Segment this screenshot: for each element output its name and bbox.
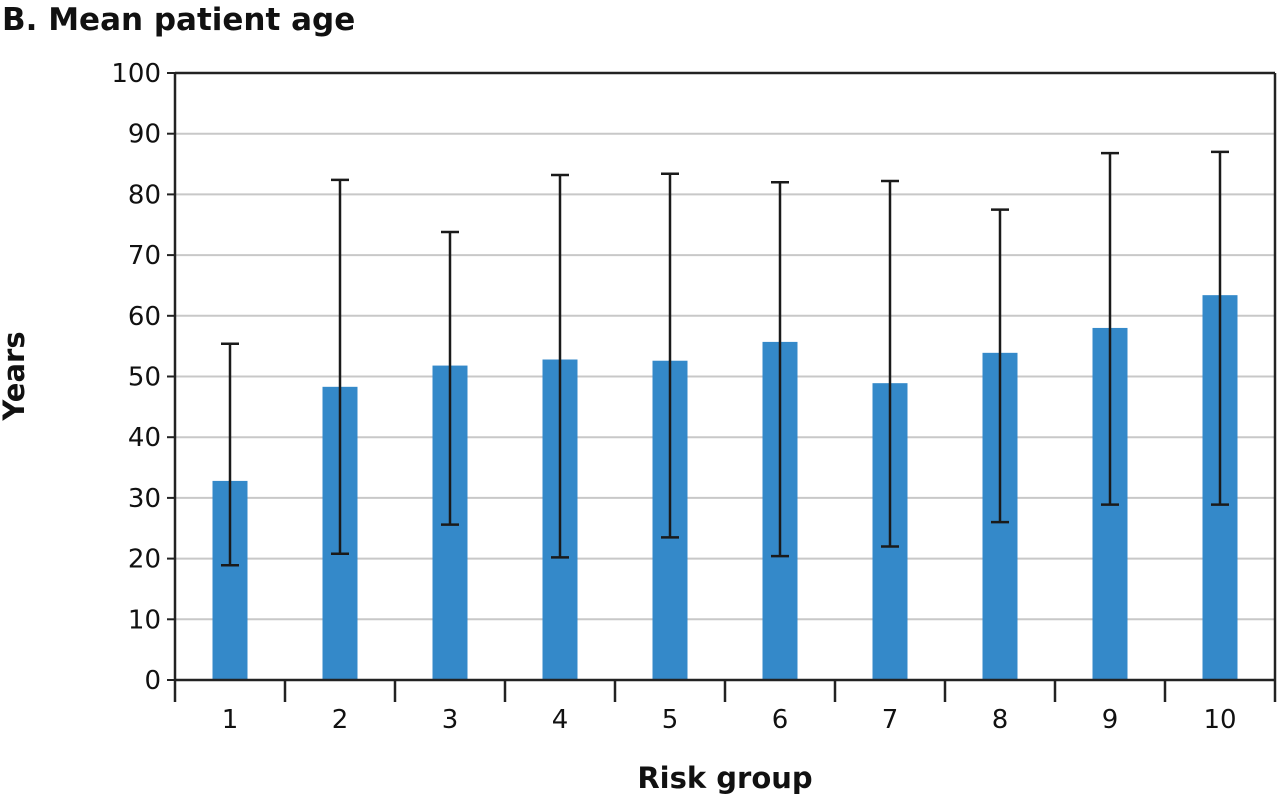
bars xyxy=(212,295,1238,680)
y-tick-labels: 0 10 20 30 40 50 60 70 80 90 100 xyxy=(111,59,161,696)
y-axis-label: Years xyxy=(0,331,31,421)
axes xyxy=(167,71,1277,702)
x-tick-label: 5 xyxy=(662,705,679,735)
x-tick-labels: 1 2 3 4 5 6 7 8 9 10 xyxy=(222,705,1237,735)
y-tick-label: 70 xyxy=(128,241,161,271)
x-tick-label: 4 xyxy=(552,705,569,735)
y-tick-label: 100 xyxy=(111,59,161,89)
y-tick-label: 0 xyxy=(144,666,161,696)
x-tick-label: 9 xyxy=(1102,705,1119,735)
x-tick-label: 1 xyxy=(222,705,239,735)
x-tick-label: 8 xyxy=(992,705,1009,735)
error-bars xyxy=(221,150,1229,567)
y-tick-label: 40 xyxy=(128,423,161,453)
chart-title: B. Mean patient age xyxy=(2,2,356,38)
y-tick-label: 50 xyxy=(128,363,161,393)
x-tick-label: 7 xyxy=(882,705,899,735)
x-tick-label: 2 xyxy=(332,705,349,735)
y-tick-label: 90 xyxy=(128,120,161,150)
y-tick-label: 10 xyxy=(128,605,161,635)
y-tick-label: 20 xyxy=(128,545,161,575)
x-axis-label: Risk group xyxy=(637,761,812,795)
y-tick-label: 80 xyxy=(128,180,161,210)
y-tick-label: 60 xyxy=(128,302,161,332)
x-tick-label: 10 xyxy=(1203,705,1236,735)
y-tick-label: 30 xyxy=(128,484,161,514)
x-tick-label: 3 xyxy=(442,705,459,735)
x-tick-label: 6 xyxy=(772,705,789,735)
